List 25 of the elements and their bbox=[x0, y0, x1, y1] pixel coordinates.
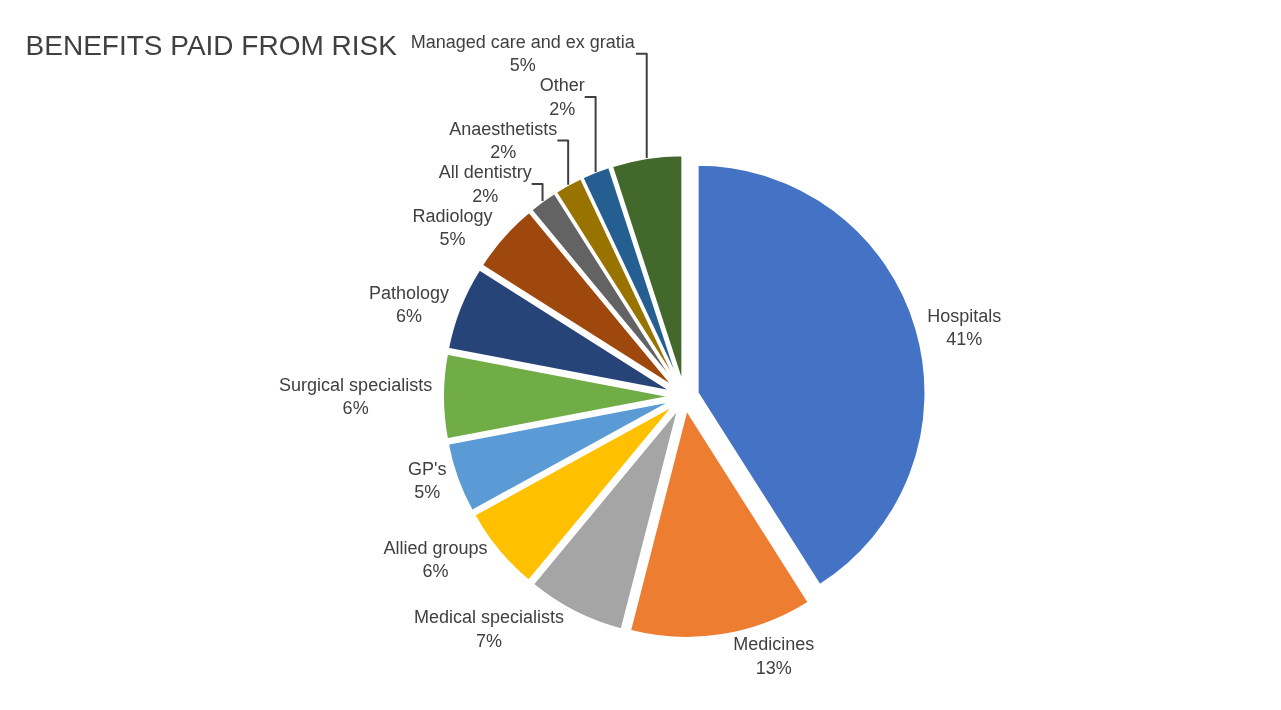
slice-label: Managed care and ex gratia bbox=[410, 32, 636, 52]
chart-title: BENEFITS PAID FROM RISK bbox=[25, 30, 398, 62]
slice-label: Pathology bbox=[369, 282, 450, 303]
data-label: 2% bbox=[490, 142, 517, 163]
data-label: 7% bbox=[475, 630, 502, 651]
slice-label: Other bbox=[539, 75, 585, 96]
data-label: 6% bbox=[342, 398, 369, 419]
slice-label: Surgical specialists bbox=[279, 374, 433, 395]
slice-label: Medicines bbox=[733, 634, 815, 655]
data-label: 5% bbox=[439, 229, 466, 249]
slice-label: Hospitals bbox=[927, 305, 1002, 326]
slice-label: All dentistry bbox=[438, 162, 532, 183]
data-label: 6% bbox=[396, 306, 423, 327]
data-label: 2% bbox=[549, 98, 576, 119]
data-label: 41% bbox=[946, 329, 983, 350]
data-label: 2% bbox=[472, 185, 499, 206]
data-label: 5% bbox=[509, 55, 536, 76]
slice-label: Radiology bbox=[412, 205, 493, 226]
data-label: 6% bbox=[422, 560, 449, 581]
slice-label: Medical specialists bbox=[413, 607, 565, 628]
slice-label: GP's bbox=[407, 459, 447, 480]
data-label: 13% bbox=[755, 657, 792, 678]
slice-label: Allied groups bbox=[383, 537, 488, 558]
slice-label: Anaesthetists bbox=[449, 118, 558, 139]
data-label: 5% bbox=[414, 482, 441, 503]
